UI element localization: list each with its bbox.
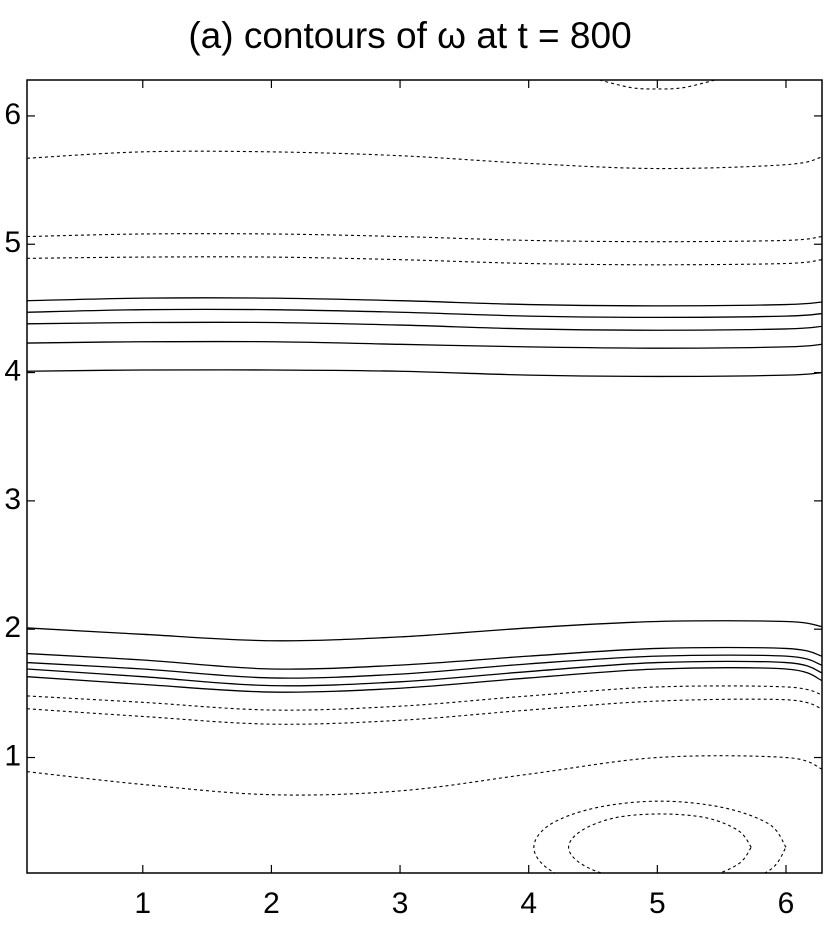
- x-tick-label: 3: [392, 887, 409, 920]
- contour-line: [27, 308, 822, 319]
- contour-line: [27, 321, 822, 331]
- contour-line: [27, 646, 822, 670]
- contour-line: [27, 685, 822, 711]
- contour-line: [27, 755, 822, 796]
- contour-line: [27, 256, 822, 266]
- contour-line: [27, 620, 822, 642]
- y-tick-label: 4: [4, 354, 21, 387]
- contour-line: [27, 150, 822, 170]
- y-tick-label: 2: [4, 611, 21, 644]
- contour-line: [27, 340, 822, 349]
- contour-line: [27, 660, 822, 687]
- plot-frame: [26, 79, 823, 874]
- y-tick-label: 1: [4, 739, 21, 772]
- x-tick-label: 4: [520, 887, 537, 920]
- contour-line: [568, 813, 752, 873]
- contour-line: [533, 800, 787, 873]
- contour-line: [27, 233, 822, 243]
- y-tick-label: 3: [4, 483, 21, 516]
- contour-line: [27, 698, 822, 725]
- contour-line: [27, 654, 822, 679]
- contour-line: [27, 297, 822, 307]
- y-tick-label: 5: [4, 226, 21, 259]
- y-tick-label: 6: [4, 98, 21, 131]
- contour-line: [27, 667, 822, 693]
- x-tick-label: 5: [649, 887, 666, 920]
- contours: [27, 80, 822, 873]
- contour-line: [27, 369, 822, 378]
- chart-title: (a) contours of ω at t = 800: [188, 15, 631, 56]
- x-tick-label: 2: [263, 887, 280, 920]
- x-tick-label: 6: [778, 887, 795, 920]
- x-tick-label: 1: [134, 887, 151, 920]
